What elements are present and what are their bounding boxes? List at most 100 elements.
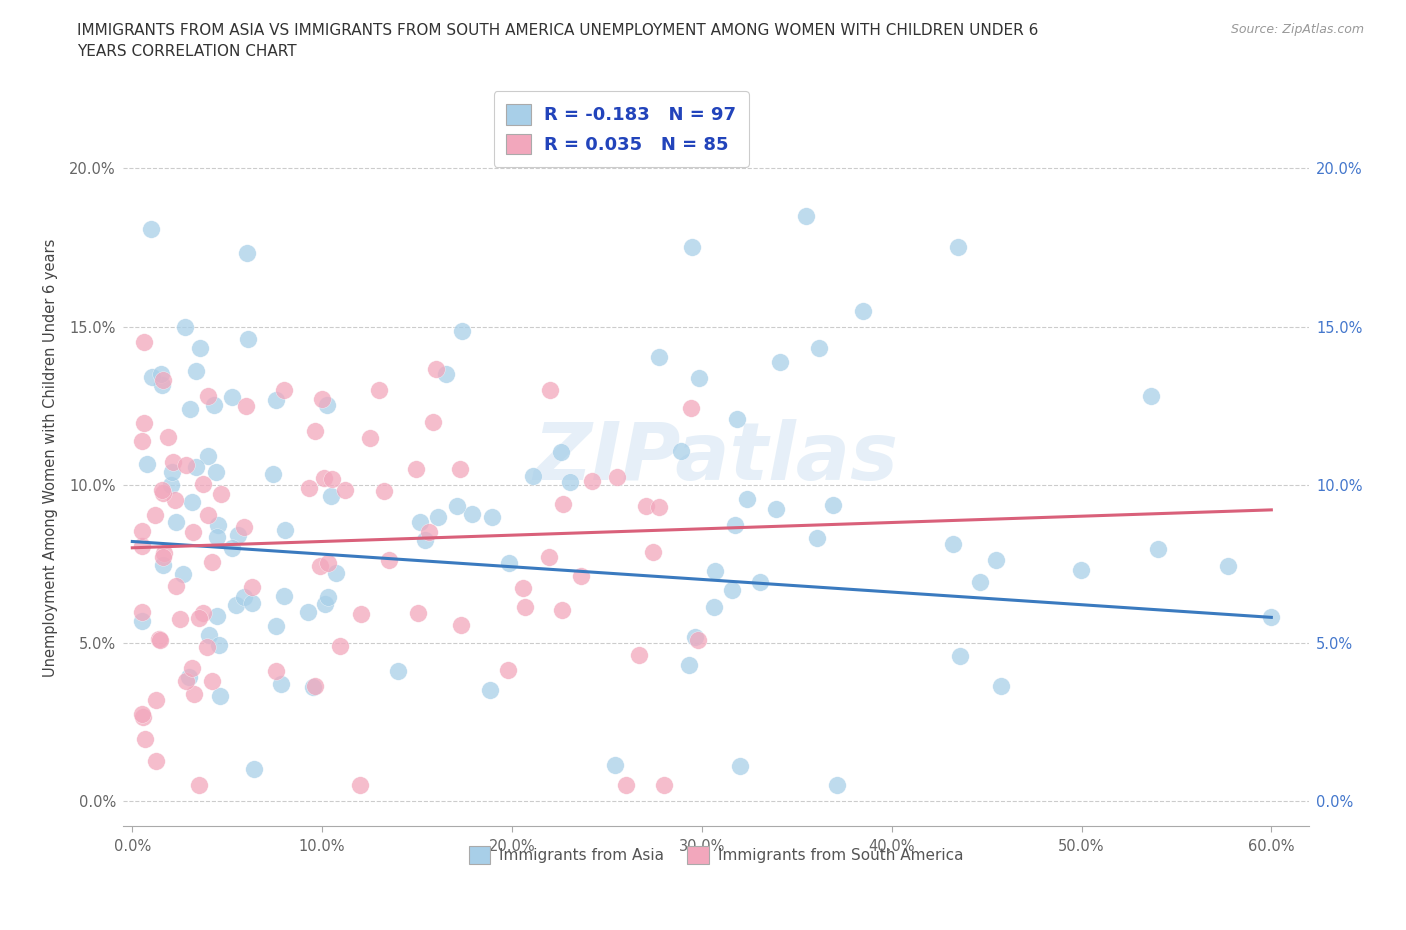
Point <box>150 378 173 392</box>
Point <box>560 474 582 489</box>
Point <box>145 693 167 708</box>
Point <box>132 416 155 431</box>
Point <box>551 603 574 618</box>
Point <box>162 455 184 470</box>
Point <box>387 664 409 679</box>
Point <box>314 596 336 611</box>
Point <box>209 486 232 501</box>
Point <box>603 758 626 773</box>
Point <box>201 555 224 570</box>
Text: YEARS CORRELATION CHART: YEARS CORRELATION CHART <box>77 44 297 59</box>
Point <box>298 480 321 495</box>
Point <box>513 599 536 614</box>
Point <box>240 579 263 594</box>
Point <box>232 590 254 604</box>
Point <box>174 320 197 335</box>
Point <box>198 627 221 642</box>
Point <box>406 605 429 620</box>
Point <box>188 611 211 626</box>
Point <box>446 498 468 513</box>
Point <box>496 662 519 677</box>
Point <box>422 415 444 430</box>
Point <box>678 658 700 672</box>
Point <box>825 777 848 792</box>
Point <box>165 492 187 507</box>
Point <box>321 472 343 487</box>
Point <box>309 559 332 574</box>
Point <box>187 777 209 792</box>
Point <box>316 397 339 412</box>
Point <box>304 424 326 439</box>
Point <box>636 498 658 513</box>
Point <box>808 341 831 356</box>
Point <box>1218 558 1240 573</box>
Point <box>197 448 219 463</box>
Point <box>152 550 174 565</box>
Point <box>450 618 472 632</box>
Point <box>236 332 259 347</box>
Point <box>165 515 187 530</box>
Point <box>152 557 174 572</box>
Point <box>765 501 787 516</box>
Point <box>136 457 159 472</box>
Point <box>498 556 520 571</box>
Point <box>688 370 710 385</box>
Point <box>274 523 297 538</box>
Point <box>131 614 153 629</box>
Point <box>606 470 628 485</box>
Legend: Immigrants from Asia, Immigrants from South America: Immigrants from Asia, Immigrants from So… <box>463 840 969 870</box>
Point <box>725 411 748 426</box>
Point <box>418 525 440 539</box>
Point <box>201 673 224 688</box>
Point <box>191 605 214 620</box>
Point <box>145 753 167 768</box>
Point <box>149 366 172 381</box>
Point <box>273 382 295 397</box>
Point <box>749 575 772 590</box>
Point <box>581 473 603 488</box>
Point <box>302 680 325 695</box>
Point <box>264 618 287 633</box>
Point <box>132 710 155 724</box>
Point <box>551 496 574 511</box>
Point <box>153 546 176 561</box>
Point <box>160 465 183 480</box>
Point <box>205 530 228 545</box>
Point <box>703 600 725 615</box>
Point <box>721 582 744 597</box>
Point <box>405 461 427 476</box>
Point <box>794 208 817 223</box>
Point <box>806 530 828 545</box>
Point <box>538 382 561 397</box>
Point <box>1260 609 1282 624</box>
Point <box>522 469 544 484</box>
Point <box>333 483 356 498</box>
Point <box>181 525 204 539</box>
Point <box>314 471 336 485</box>
Point <box>316 590 339 604</box>
Point <box>131 604 153 619</box>
Point <box>481 510 503 525</box>
Point <box>243 762 266 777</box>
Point <box>180 495 202 510</box>
Point <box>139 221 162 236</box>
Point <box>205 608 228 623</box>
Point <box>569 568 592 583</box>
Point <box>235 398 257 413</box>
Point <box>183 686 205 701</box>
Point <box>434 366 457 381</box>
Point <box>190 340 212 355</box>
Point <box>208 688 231 703</box>
Point <box>1140 389 1163 404</box>
Point <box>221 540 243 555</box>
Point <box>316 555 339 570</box>
Point <box>984 552 1007 567</box>
Point <box>131 434 153 449</box>
Point <box>349 777 371 792</box>
Point <box>236 246 259 260</box>
Point <box>152 485 174 500</box>
Point <box>225 597 247 612</box>
Point <box>643 545 665 560</box>
Point <box>350 607 373 622</box>
Point <box>208 637 231 652</box>
